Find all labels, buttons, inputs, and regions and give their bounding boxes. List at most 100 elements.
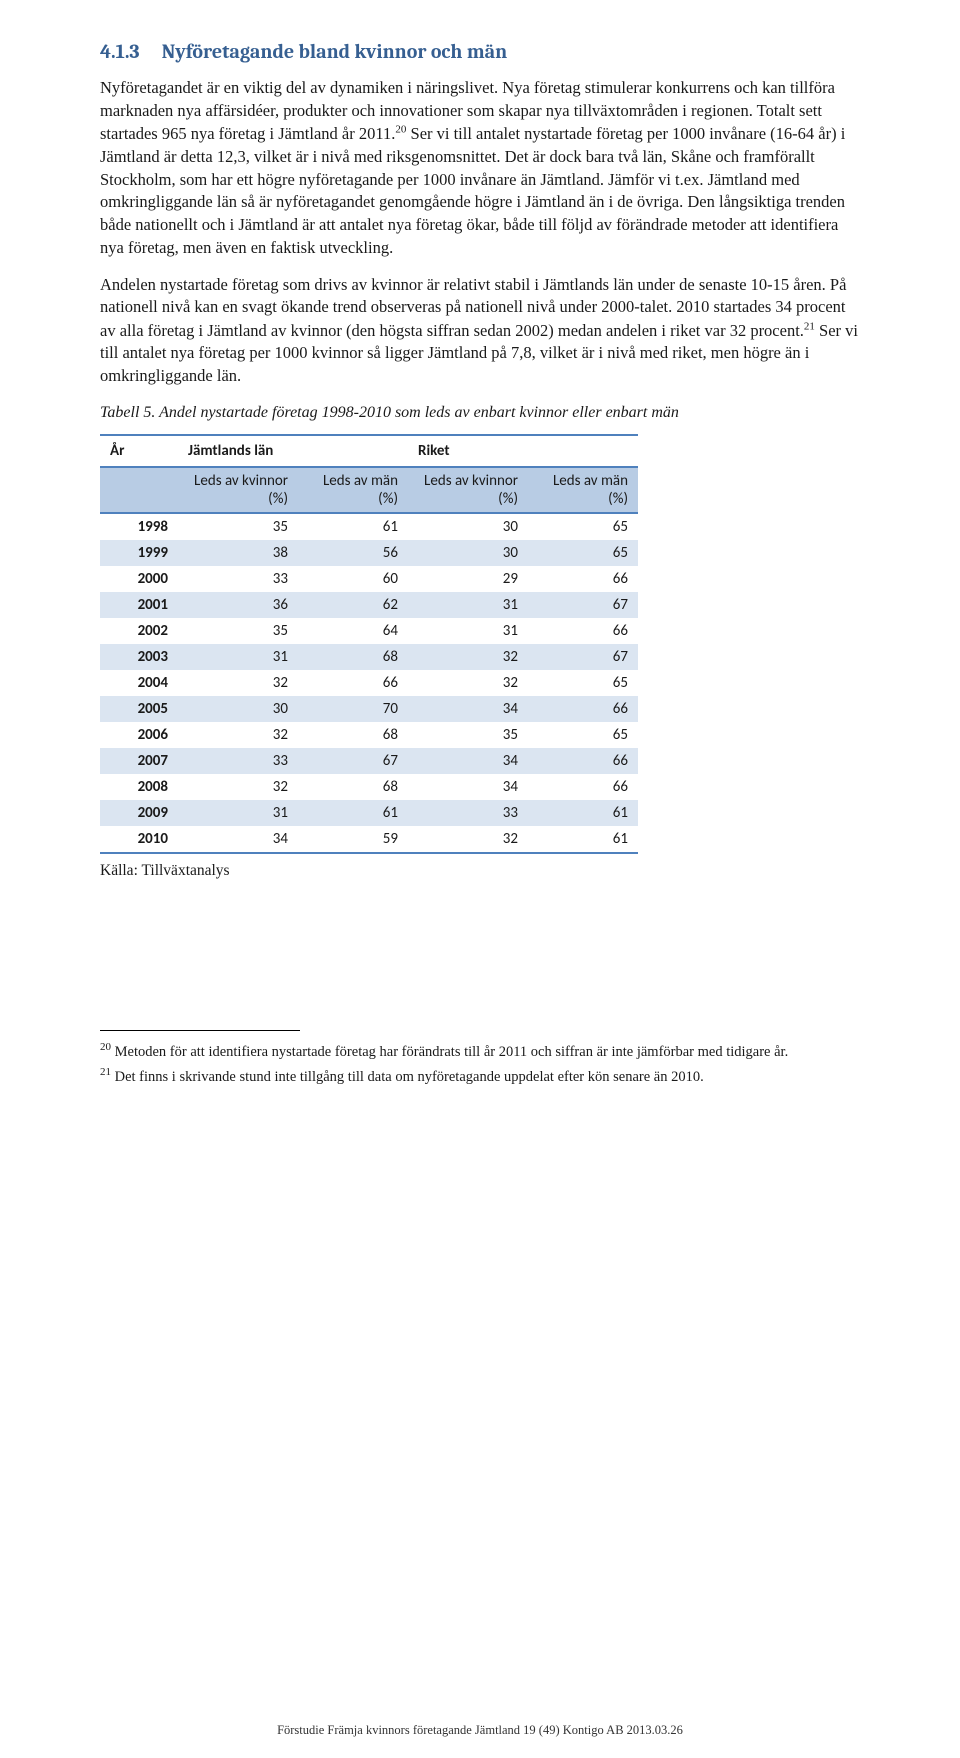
cell-value: 67: [528, 592, 638, 618]
table-row: 200136623167: [100, 592, 638, 618]
cell-value: 32: [178, 722, 298, 748]
cell-value: 61: [528, 800, 638, 826]
cell-value: 62: [298, 592, 408, 618]
cell-value: 65: [528, 540, 638, 566]
table-row: 200832683466: [100, 774, 638, 800]
cell-value: 30: [178, 696, 298, 722]
table-body: 1998356130651999385630652000336029662001…: [100, 513, 638, 853]
cell-value: 65: [528, 670, 638, 696]
cell-value: 60: [298, 566, 408, 592]
cell-value: 59: [298, 826, 408, 853]
cell-value: 32: [178, 774, 298, 800]
table-header-row-2: Leds av kvinnor(%) Leds av män(%) Leds a…: [100, 467, 638, 513]
cell-value: 30: [408, 540, 528, 566]
cell-year: 2009: [100, 800, 178, 826]
cell-value: 35: [408, 722, 528, 748]
cell-value: 34: [408, 774, 528, 800]
cell-year: 2004: [100, 670, 178, 696]
cell-value: 66: [528, 696, 638, 722]
cell-value: 35: [178, 513, 298, 540]
cell-value: 68: [298, 722, 408, 748]
section-title: Nyföretagande bland kvinnor och män: [162, 40, 508, 63]
paragraph-2: Andelen nystartade företag som drivs av …: [100, 274, 860, 388]
cell-value: 61: [298, 513, 408, 540]
cell-value: 65: [528, 722, 638, 748]
cell-value: 33: [178, 748, 298, 774]
table-row: 201034593261: [100, 826, 638, 853]
cell-year: 2000: [100, 566, 178, 592]
table-row: 200235643166: [100, 618, 638, 644]
cell-value: 67: [298, 748, 408, 774]
cell-value: 61: [528, 826, 638, 853]
cell-value: 30: [408, 513, 528, 540]
cell-value: 29: [408, 566, 528, 592]
cell-value: 66: [298, 670, 408, 696]
cell-value: 31: [178, 644, 298, 670]
cell-value: 34: [408, 696, 528, 722]
footnote-separator: [100, 1030, 300, 1031]
section-heading: 4.1.3 Nyföretagande bland kvinnor och män: [100, 40, 860, 63]
cell-year: 1998: [100, 513, 178, 540]
table-row: 200632683565: [100, 722, 638, 748]
table-row: 200331683267: [100, 644, 638, 670]
table-title: Tabell 5. Andel nystartade företag 1998-…: [100, 402, 860, 424]
footnote-21: 21 Det finns i skrivande stund inte till…: [100, 1065, 860, 1087]
col-year-blank: [100, 467, 178, 513]
col-year: År: [100, 435, 178, 467]
cell-value: 33: [408, 800, 528, 826]
cell-value: 65: [528, 513, 638, 540]
cell-value: 36: [178, 592, 298, 618]
footnotes: 20 Metoden för att identifiera nystartad…: [100, 1041, 860, 1088]
footnote-20: 20 Metoden för att identifiera nystartad…: [100, 1041, 860, 1063]
cell-value: 32: [408, 826, 528, 853]
cell-value: 31: [408, 618, 528, 644]
cell-value: 64: [298, 618, 408, 644]
cell-value: 32: [408, 644, 528, 670]
table-row: 200733673466: [100, 748, 638, 774]
cell-value: 70: [298, 696, 408, 722]
cell-value: 66: [528, 618, 638, 644]
cell-year: 2006: [100, 722, 178, 748]
cell-year: 2003: [100, 644, 178, 670]
cell-value: 56: [298, 540, 408, 566]
col-r-kvinnor: Leds av kvinnor(%): [408, 467, 528, 513]
cell-value: 68: [298, 644, 408, 670]
data-table: År Jämtlands län Riket Leds av kvinnor(%…: [100, 434, 638, 854]
cell-value: 61: [298, 800, 408, 826]
col-r-man: Leds av män(%): [528, 467, 638, 513]
cell-value: 67: [528, 644, 638, 670]
cell-year: 2010: [100, 826, 178, 853]
cell-value: 38: [178, 540, 298, 566]
cell-value: 32: [408, 670, 528, 696]
cell-value: 66: [528, 566, 638, 592]
table-header-row-1: År Jämtlands län Riket: [100, 435, 638, 467]
col-j-man: Leds av män(%): [298, 467, 408, 513]
cell-year: 2008: [100, 774, 178, 800]
cell-year: 2001: [100, 592, 178, 618]
cell-value: 66: [528, 748, 638, 774]
cell-value: 32: [178, 670, 298, 696]
table-row: 199835613065: [100, 513, 638, 540]
col-j-kvinnor: Leds av kvinnor(%): [178, 467, 298, 513]
table-row: 200931613361: [100, 800, 638, 826]
cell-value: 66: [528, 774, 638, 800]
cell-value: 31: [178, 800, 298, 826]
table-row: 200033602966: [100, 566, 638, 592]
cell-value: 35: [178, 618, 298, 644]
table-row: 200530703466: [100, 696, 638, 722]
table-row: 199938563065: [100, 540, 638, 566]
cell-value: 68: [298, 774, 408, 800]
cell-year: 2007: [100, 748, 178, 774]
cell-year: 2002: [100, 618, 178, 644]
col-region-jamtland: Jämtlands län: [178, 435, 408, 467]
section-number: 4.1.3: [100, 40, 140, 63]
table-row: 200432663265: [100, 670, 638, 696]
table-source: Källa: Tillväxtanalys: [100, 862, 860, 880]
cell-value: 34: [178, 826, 298, 853]
col-region-riket: Riket: [408, 435, 638, 467]
cell-value: 34: [408, 748, 528, 774]
cell-year: 2005: [100, 696, 178, 722]
cell-value: 31: [408, 592, 528, 618]
page: 4.1.3 Nyföretagande bland kvinnor och män…: [0, 0, 960, 1758]
cell-value: 33: [178, 566, 298, 592]
